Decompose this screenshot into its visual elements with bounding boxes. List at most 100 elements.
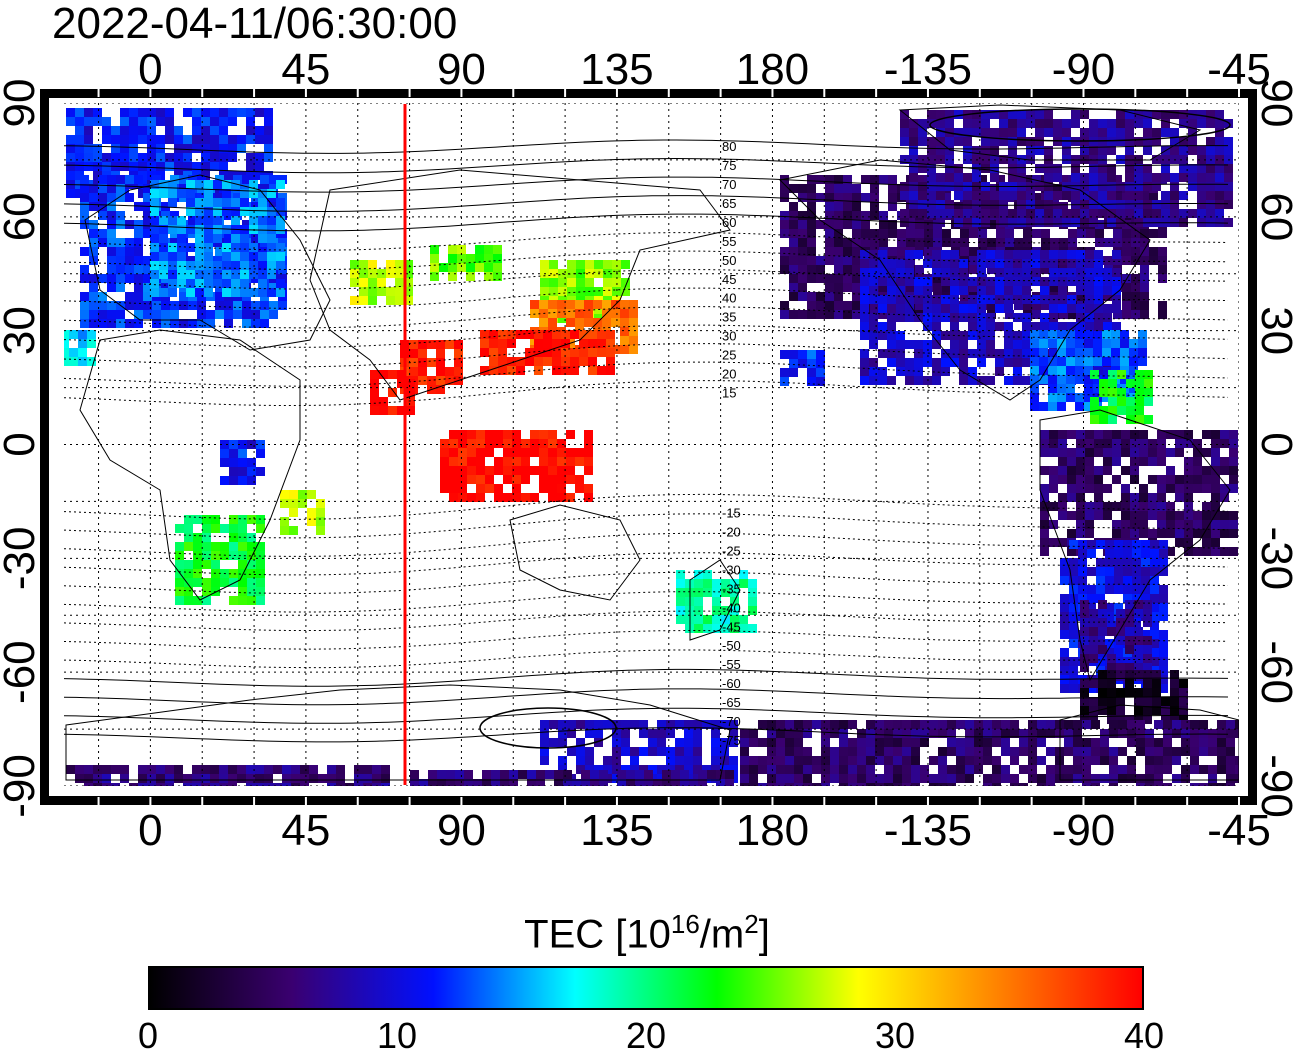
tec-cell	[134, 265, 143, 274]
tec-cell	[75, 108, 84, 117]
tec-cell	[246, 765, 255, 774]
tec-cell	[267, 189, 276, 198]
tec-cell	[1105, 621, 1114, 630]
tec-cell	[951, 202, 960, 211]
tec-cell	[354, 765, 363, 774]
tec-cell	[174, 126, 183, 135]
tec-cell	[1150, 630, 1159, 639]
tec-cell	[168, 216, 177, 225]
tec-cell	[1085, 520, 1094, 529]
tec-cell	[780, 220, 789, 229]
contour-label: 25	[722, 348, 736, 363]
tec-cell	[467, 430, 476, 439]
tec-cell	[711, 765, 720, 774]
tec-cell	[861, 211, 870, 220]
tec-cell	[924, 229, 933, 238]
tec-cell	[963, 137, 972, 146]
tec-cell	[1080, 173, 1089, 182]
tec-cell	[1144, 379, 1153, 388]
tec-cell	[740, 783, 749, 786]
top-frame-bar	[48, 89, 1249, 97]
tec-cell	[606, 330, 615, 339]
tec-cell	[693, 729, 702, 738]
tec-cell	[875, 720, 884, 729]
tec-cell	[125, 265, 134, 274]
tec-cell	[1157, 448, 1166, 457]
tec-cell	[397, 379, 406, 388]
tec-cell	[1032, 229, 1041, 238]
tec-cell	[1017, 191, 1026, 200]
tec-cell	[168, 243, 177, 252]
tec-cell	[84, 774, 93, 783]
tec-cell	[606, 339, 615, 348]
tec-cell	[440, 475, 449, 484]
tec-cell	[107, 238, 116, 247]
tec-cell	[884, 720, 893, 729]
contour-line	[64, 571, 1229, 594]
tec-cell	[445, 340, 454, 349]
tec-cell	[807, 310, 816, 319]
tec-cell	[995, 322, 1004, 331]
tec-cell	[66, 144, 75, 153]
tec-cell	[242, 301, 251, 310]
tec-cell	[570, 330, 579, 339]
tec-cell	[1143, 209, 1152, 218]
tec-cell	[1060, 684, 1069, 693]
tec-cell	[789, 292, 798, 301]
tec-cell	[1064, 729, 1073, 738]
tec-cell	[954, 218, 963, 227]
tec-cell	[1109, 774, 1118, 783]
tec-cell	[238, 524, 247, 533]
tec-cell	[1226, 747, 1235, 756]
tec-cell	[780, 229, 789, 238]
tick-gap	[253, 89, 256, 97]
tec-cell	[923, 277, 932, 286]
tec-cell	[1111, 330, 1120, 339]
tec-cell	[888, 247, 897, 256]
tec-cell	[161, 301, 170, 310]
lon-label-bottom: -45	[1207, 806, 1271, 855]
tec-cell	[1010, 783, 1019, 786]
tec-cell	[1067, 430, 1076, 439]
tec-cell	[1098, 688, 1107, 697]
tec-cell	[1005, 229, 1014, 238]
tec-cell	[1125, 200, 1134, 209]
tec-cell	[386, 260, 395, 269]
tec-cell	[1179, 679, 1188, 688]
tec-cell	[932, 322, 941, 331]
tick-gap	[823, 89, 826, 97]
tec-cell	[1040, 520, 1049, 529]
tec-cell	[959, 259, 968, 268]
tick-gap	[615, 89, 618, 97]
tec-cell	[516, 330, 525, 339]
tec-cell	[1157, 484, 1166, 493]
tec-cell	[1103, 439, 1112, 448]
tec-cell	[1159, 585, 1168, 594]
tec-cell	[848, 747, 857, 756]
tec-cell	[702, 765, 711, 774]
tec-cell	[905, 313, 914, 322]
tec-cell	[929, 756, 938, 765]
tec-cell	[84, 153, 93, 162]
tec-cell	[999, 110, 1008, 119]
tec-cell	[878, 277, 887, 286]
tec-cell	[807, 359, 816, 368]
tec-cell	[807, 265, 816, 274]
tec-cell	[1078, 558, 1087, 567]
tec-cell	[98, 274, 107, 283]
tec-cell	[950, 322, 959, 331]
tec-cell	[503, 493, 512, 502]
tec-cell	[195, 180, 204, 189]
tec-cell	[482, 779, 491, 786]
tec-cell	[1087, 540, 1096, 549]
tec-cell	[749, 774, 758, 783]
tec-cell	[963, 173, 972, 182]
tec-cell	[1175, 439, 1184, 448]
tec-cell	[803, 747, 812, 756]
tec-cell	[839, 747, 848, 756]
tec-cell	[134, 256, 143, 265]
tec-cell	[999, 209, 1008, 218]
tec-cell	[644, 779, 653, 786]
tec-cell	[1143, 173, 1152, 182]
tec-cell	[932, 367, 941, 376]
